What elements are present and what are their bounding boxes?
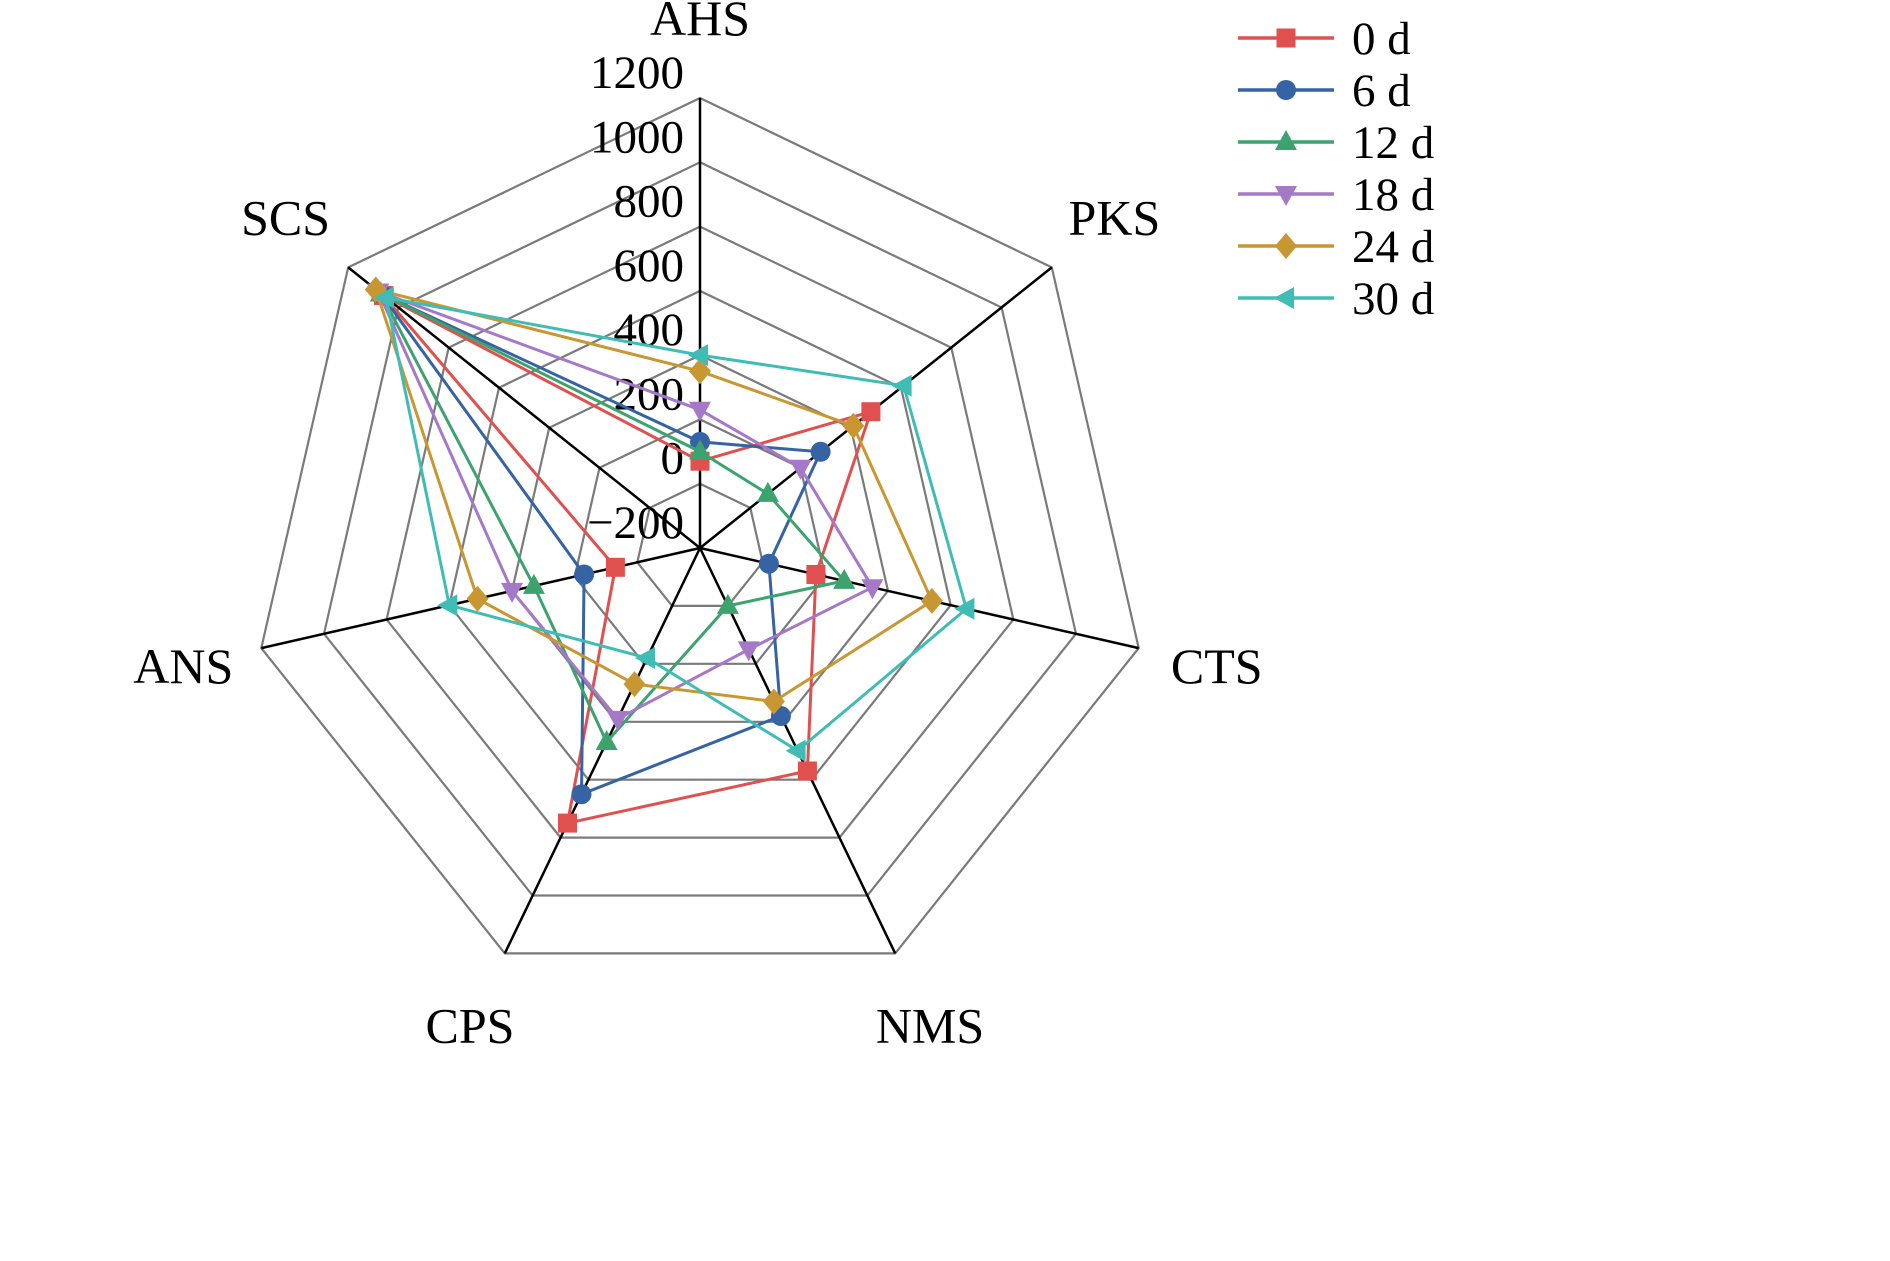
triangle-left-marker-icon (635, 647, 655, 669)
diamond-marker-icon (920, 587, 943, 614)
legend-item: 18 d (1238, 169, 1434, 221)
radial-tick-label: 800 (614, 176, 685, 228)
square-marker-icon (806, 565, 826, 584)
diamond-marker-icon (623, 671, 646, 698)
circle-marker-icon (810, 441, 831, 462)
grid-ring (385, 225, 1015, 839)
triangle-up-marker-icon (1275, 130, 1297, 150)
legend-item: 24 d (1238, 221, 1434, 273)
series-line (376, 289, 823, 797)
series-6d (370, 283, 831, 805)
triangle-left-marker-icon (954, 597, 975, 620)
radial-tick-label: 600 (614, 240, 685, 292)
series-30d (373, 286, 975, 762)
axis-label-ans: ANS (133, 638, 233, 694)
circle-marker-icon (758, 553, 779, 574)
triangle-left-marker-icon (688, 344, 708, 367)
legend-item: 12 d (1238, 117, 1434, 169)
triangle-down-marker-icon (501, 582, 523, 603)
legend-item: 0 d (1238, 13, 1411, 65)
axis-label-nms: NMS (876, 998, 984, 1054)
diamond-marker-icon (466, 585, 489, 612)
grid-ring (636, 482, 764, 608)
axis-label-scs: SCS (241, 190, 330, 246)
series-line (382, 294, 874, 826)
triangle-down-marker-icon (689, 401, 711, 422)
triangle-up-marker-icon (833, 568, 856, 589)
axis-line-cps (503, 547, 702, 954)
triangle-up-marker-icon (756, 481, 779, 502)
square-marker-icon (605, 557, 625, 577)
radial-tick-label: 200 (614, 368, 685, 420)
radial-tick-label: 1000 (590, 111, 684, 163)
axis-line-scs (347, 266, 701, 549)
radial-tick-label: −200 (587, 497, 684, 549)
diamond-marker-icon (762, 688, 785, 715)
radial-tick-label: 400 (614, 304, 685, 356)
square-marker-icon (558, 813, 577, 833)
triangle-down-marker-icon (1275, 186, 1297, 206)
radial-tick-label: 1200 (590, 47, 684, 99)
triangle-left-marker-icon (437, 594, 458, 617)
triangle-up-marker-icon (716, 593, 739, 614)
axis-label-ahs: AHS (650, 0, 750, 46)
grid-ring (448, 289, 952, 781)
triangle-down-marker-icon (606, 710, 629, 731)
axis-label-pks: PKS (1069, 190, 1161, 246)
series-line (377, 290, 848, 745)
legend-item: 30 d (1238, 273, 1434, 325)
triangle-down-marker-icon (861, 579, 884, 600)
square-marker-icon (861, 402, 881, 422)
triangle-up-marker-icon (522, 573, 545, 594)
triangle-up-marker-icon (689, 439, 711, 460)
triangle-down-marker-icon (789, 459, 812, 480)
circle-marker-icon (571, 784, 592, 805)
diamond-marker-icon (842, 412, 865, 439)
circle-marker-icon (574, 564, 595, 585)
diamond-marker-icon (1275, 233, 1297, 259)
series-line (383, 295, 969, 753)
square-marker-icon (1276, 28, 1296, 48)
axis-label-cps: CPS (426, 998, 515, 1054)
triangle-left-marker-icon (373, 286, 394, 309)
grid-ring (260, 96, 1140, 955)
square-marker-icon (797, 761, 817, 781)
radial-tick-label: 0 (661, 433, 685, 485)
legend-label: 12 d (1352, 117, 1434, 169)
legend-label: 24 d (1352, 221, 1434, 273)
triangle-left-marker-icon (891, 374, 912, 397)
triangle-up-marker-icon (595, 730, 618, 750)
legend-label: 6 d (1352, 65, 1411, 117)
series-line (375, 288, 875, 721)
circle-marker-icon (1276, 80, 1296, 100)
legend-label: 0 d (1352, 13, 1411, 65)
triangle-left-marker-icon (785, 739, 806, 762)
legend-label: 18 d (1352, 169, 1434, 221)
legend-label: 30 d (1352, 273, 1434, 325)
triangle-left-marker-icon (1274, 287, 1294, 309)
triangle-down-marker-icon (737, 641, 760, 662)
grid-ring (322, 161, 1078, 897)
legend-item: 6 d (1238, 65, 1411, 117)
axis-label-cts: CTS (1171, 638, 1263, 694)
